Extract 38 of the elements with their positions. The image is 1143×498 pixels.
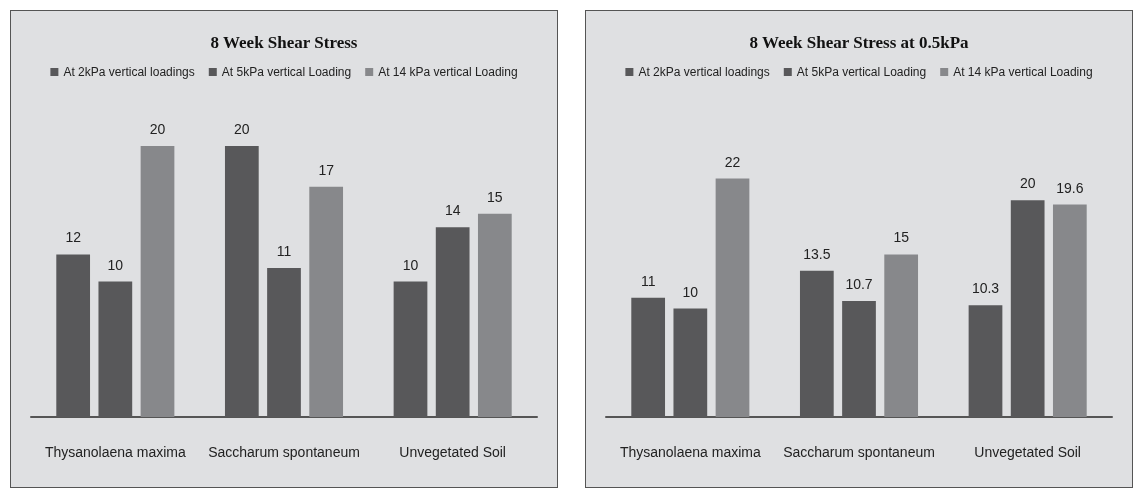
legend-label: At 14 kPa vertical Loading <box>378 65 518 79</box>
x-tick-label: Unvegetated Soil <box>399 444 506 460</box>
legend-label: At 5kPa vertical Loading <box>221 65 352 79</box>
bar <box>477 213 512 417</box>
data-label: 11 <box>276 242 292 259</box>
x-tick-label: Thysanolaena maxima <box>44 444 186 460</box>
data-label: 20 <box>234 121 250 137</box>
data-label: 20 <box>149 121 166 137</box>
data-label: 11 <box>640 272 656 289</box>
data-label: 13.5 <box>803 245 831 262</box>
x-tick-label: Saccharum spontaneum <box>208 444 360 460</box>
data-label: 19.6 <box>1056 179 1084 196</box>
x-tick-label: Thysanolaena maxima <box>619 444 761 460</box>
data-label: 22 <box>724 153 741 170</box>
data-label: 10.3 <box>971 280 1000 297</box>
bar <box>1052 204 1087 417</box>
chart-title: 8 Week Shear Stress <box>210 33 358 52</box>
bar <box>309 186 344 417</box>
legend-label: At 2kPa vertical loadings <box>63 65 195 79</box>
bar <box>884 254 919 417</box>
bar <box>140 146 175 417</box>
data-label: 15 <box>487 188 503 205</box>
data-label: 17 <box>318 161 335 178</box>
data-label: 15 <box>893 229 910 246</box>
x-tick-label: Saccharum spontaneum <box>783 444 935 460</box>
legend-label: At 5kPa vertical Loading <box>796 65 927 79</box>
data-label: 12 <box>65 229 82 246</box>
data-label: 10 <box>107 256 124 273</box>
data-label: 10.7 <box>845 276 873 293</box>
data-label: 10 <box>402 256 419 273</box>
chart-title: 8 Week Shear Stress at 0.5kPa <box>749 33 970 52</box>
legend-label: At 14 kPa vertical Loading <box>953 65 1093 79</box>
data-label: 14 <box>444 202 461 219</box>
data-label: 20 <box>1019 175 1036 192</box>
x-tick-label: Unvegetated Soil <box>974 444 1081 460</box>
data-label: 10 <box>682 283 699 300</box>
legend-label: At 2kPa vertical loadings <box>638 65 770 79</box>
bar <box>715 178 750 417</box>
